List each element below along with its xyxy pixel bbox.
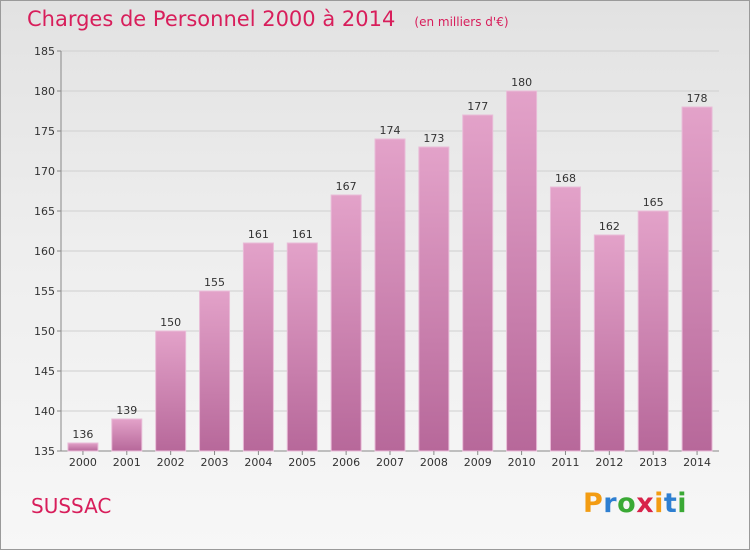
bar-value-label: 161 [248, 228, 269, 241]
x-tick-label: 2010 [508, 456, 536, 469]
bar-value-label: 139 [116, 404, 137, 417]
bar [111, 418, 143, 452]
y-tick-label: 150 [34, 325, 55, 338]
chart-title-block: Charges de Personnel 2000 à 2014 (en mil… [27, 7, 509, 31]
bar-value-label: 155 [204, 276, 225, 289]
x-tick-label: 2005 [288, 456, 316, 469]
y-tick-label: 140 [34, 405, 55, 418]
y-tick-label: 135 [34, 445, 55, 458]
y-tick-label: 145 [34, 365, 55, 378]
x-tick-label: 2011 [551, 456, 579, 469]
y-tick-label: 175 [34, 125, 55, 138]
x-tick-label: 2004 [244, 456, 272, 469]
bar-value-label: 178 [687, 92, 708, 105]
bar-value-label: 177 [467, 100, 488, 113]
bar [155, 330, 187, 452]
y-tick-label: 180 [34, 85, 55, 98]
x-tick-label: 2001 [113, 456, 141, 469]
y-tick-label: 160 [34, 245, 55, 258]
x-tick-label: 2008 [420, 456, 448, 469]
bar [199, 290, 231, 452]
bar [506, 90, 538, 452]
x-tick-label: 2009 [464, 456, 492, 469]
bar [242, 242, 274, 452]
bar [286, 242, 318, 452]
x-tick-label: 2012 [595, 456, 623, 469]
x-tick-label: 2014 [683, 456, 711, 469]
bar-value-label: 150 [160, 316, 181, 329]
bar-value-label: 136 [72, 428, 93, 441]
y-tick-label: 170 [34, 165, 55, 178]
bar [67, 442, 99, 452]
bar [462, 114, 494, 452]
x-tick-label: 2006 [332, 456, 360, 469]
bar-value-label: 173 [423, 132, 444, 145]
logo-letter: r [603, 488, 618, 519]
y-tick-label: 165 [34, 205, 55, 218]
logo-letter: i [677, 488, 688, 519]
bar-value-label: 180 [511, 76, 532, 89]
bar [374, 138, 406, 452]
bar [418, 146, 450, 452]
bar [330, 194, 362, 452]
bar-value-label: 161 [292, 228, 313, 241]
bar [593, 234, 625, 452]
logo-letter: i [654, 488, 664, 519]
logo-letter: P [583, 488, 604, 519]
logo-letter: x [636, 488, 655, 519]
x-tick-label: 2007 [376, 456, 404, 469]
bar-value-label: 167 [336, 180, 357, 193]
bar-value-label: 168 [555, 172, 576, 185]
proxiti-logo: Proxiti [583, 488, 687, 519]
x-tick-label: 2002 [157, 456, 185, 469]
bar-value-label: 165 [643, 196, 664, 209]
bar [681, 106, 713, 452]
logo-letter: t [663, 488, 678, 519]
y-tick-label: 185 [34, 45, 55, 58]
bar [637, 210, 669, 452]
chart-subtitle: (en milliers d'€) [414, 15, 509, 29]
logo-letter: o [617, 488, 637, 519]
chart-title: Charges de Personnel 2000 à 2014 [27, 7, 396, 31]
x-tick-label: 2000 [69, 456, 97, 469]
x-tick-label: 2003 [201, 456, 229, 469]
y-tick-label: 155 [34, 285, 55, 298]
place-name: SUSSAC [31, 494, 112, 518]
x-tick-label: 2013 [639, 456, 667, 469]
bar [549, 186, 581, 452]
bar-value-label: 174 [380, 124, 401, 137]
bar-value-label: 162 [599, 220, 620, 233]
